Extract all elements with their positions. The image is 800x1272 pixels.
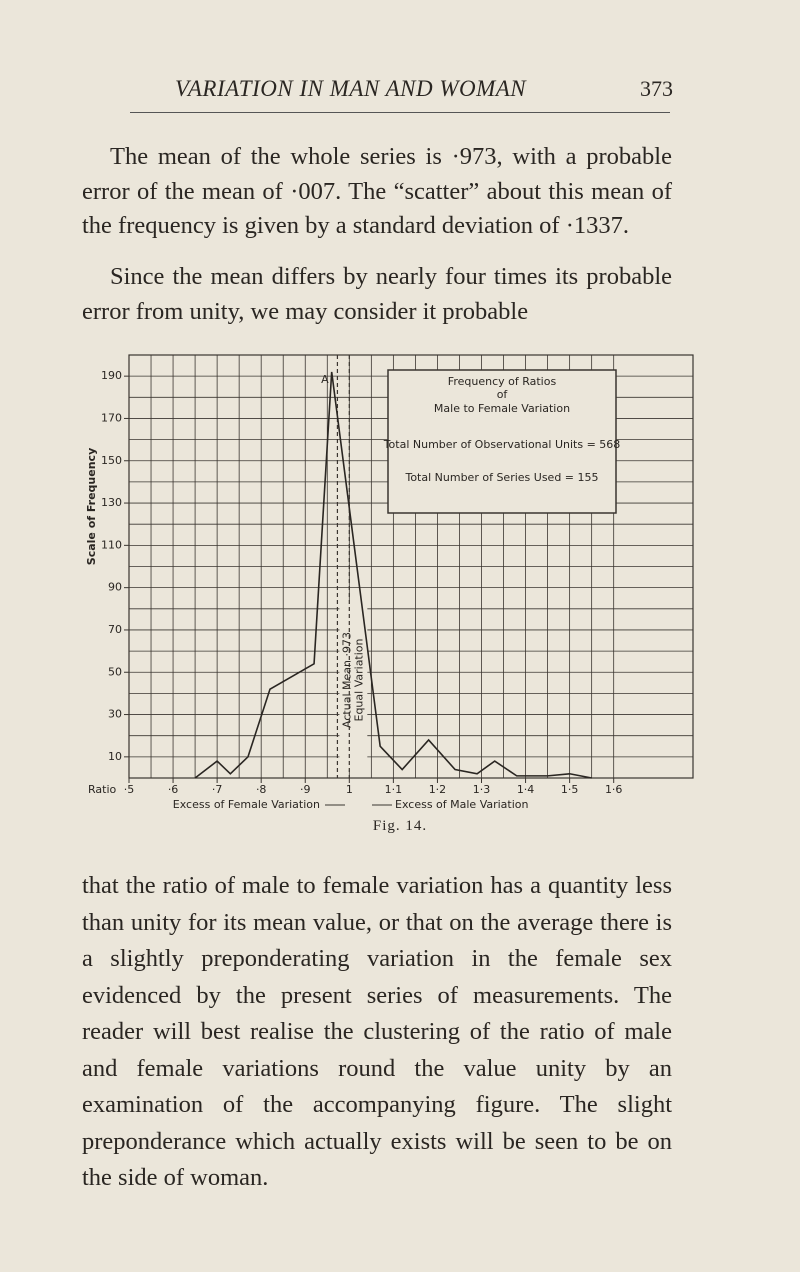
y-axis-label: Scale of Frequency [85, 448, 98, 565]
box-line: Total Number of Observational Units = 56… [383, 438, 621, 451]
y-tick-label: 170 [101, 411, 122, 424]
reference-label: Equal Variation [352, 638, 365, 721]
y-tick-label: 90 [108, 581, 122, 594]
x-axis-label: Ratio [88, 783, 117, 796]
y-tick-label: 110 [101, 538, 122, 551]
paragraph: Since the mean differs by nearly four ti… [82, 263, 672, 325]
info-box [387, 369, 617, 514]
x-tick-label: 1·3 [473, 783, 491, 796]
x-tick-label: ·6 [168, 783, 179, 796]
x-tick-label: 1·1 [385, 783, 403, 796]
frequency-polygon [194, 371, 592, 779]
x-tick-label: ·9 [300, 783, 311, 796]
x-tick-label: ·5 [124, 783, 135, 796]
x-tick-label: 1·6 [605, 783, 623, 796]
x-note-right: Excess of Male Variation [395, 798, 529, 811]
y-tick-label: 30 [108, 708, 122, 721]
page-number: 373 [640, 76, 673, 101]
box-of: of [497, 388, 509, 401]
running-head: VARIATION IN MAN AND WOMAN [175, 76, 527, 101]
y-tick-label: 190 [101, 369, 122, 382]
x-tick-label: ·7 [212, 783, 223, 796]
box-title: Frequency of Ratios [448, 375, 557, 388]
box-subtitle: Male to Female Variation [434, 402, 570, 415]
label-bg [351, 600, 368, 770]
x-note-left: Excess of Female Variation [173, 798, 320, 811]
y-tick-label: 10 [108, 750, 122, 763]
box-line: Total Number of Series Used = 155 [404, 471, 598, 484]
x-tick-label: 1·5 [561, 783, 579, 796]
x-tick-label: 1·2 [429, 783, 447, 796]
y-tick-label: 50 [108, 665, 122, 678]
x-tick-label: 1 [346, 783, 353, 796]
rule [130, 112, 670, 113]
y-tick-label: 70 [108, 623, 122, 636]
peak-label: A [321, 373, 329, 386]
figure-caption: Fig. 14. [372, 818, 428, 834]
x-tick-label: ·8 [256, 783, 267, 796]
reference-label: Actual Mean ·973 [340, 632, 353, 728]
paragraph: The mean of the whole series is ·973, wi… [82, 143, 672, 239]
y-tick-label: 150 [101, 454, 122, 467]
paragraph: that the ratio of male to female variati… [82, 872, 672, 1191]
y-tick-label: 130 [101, 496, 122, 509]
x-tick-label: 1·4 [517, 783, 535, 796]
